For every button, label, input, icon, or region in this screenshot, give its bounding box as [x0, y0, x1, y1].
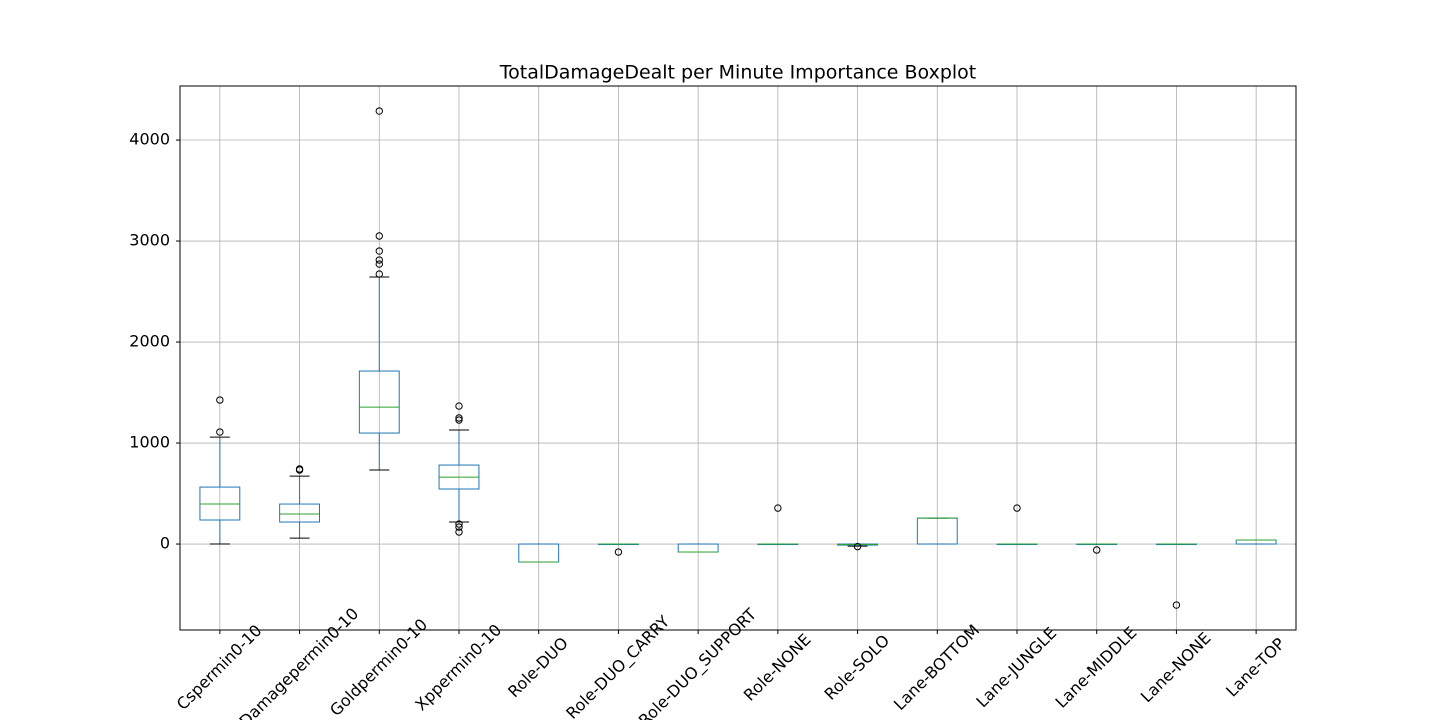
outlier: [455, 520, 463, 528]
x-tick-label: Xppermin0-10: [411, 620, 505, 714]
outlier: [455, 402, 463, 410]
outlier: [1013, 504, 1021, 512]
outlier: [1172, 601, 1181, 609]
outlier: [455, 523, 463, 531]
x-tick-label: Lane-NONE: [1137, 628, 1215, 706]
outlier: [375, 270, 383, 278]
x-tick-label: Role-DUO: [504, 633, 572, 701]
plot-frame: [179, 85, 1297, 631]
outlier: [614, 548, 623, 556]
outlier: [375, 247, 383, 255]
x-tick-label: Lane-BOTTOM: [890, 621, 983, 714]
outlier: [375, 256, 383, 264]
box: [199, 486, 241, 521]
box: [279, 503, 320, 523]
outlier: [455, 528, 463, 536]
y-tick-label: 4000: [129, 130, 170, 149]
x-tick-label: Lane-TOP: [1222, 634, 1289, 701]
x-tick-label: Lane-JUNGLE: [972, 623, 1060, 711]
y-tick-label: 1000: [129, 433, 170, 452]
x-tick-label: Role-NONE: [740, 630, 815, 705]
outlier: [774, 504, 782, 512]
y-tick-label: 2000: [129, 332, 170, 351]
outlier: [216, 428, 224, 436]
outlier: [375, 260, 383, 268]
outlier: [375, 232, 383, 240]
outlier: [295, 465, 304, 473]
chart-title: TotalDamageDealt per Minute Importance B…: [499, 62, 976, 84]
outlier: [455, 414, 463, 422]
outlier: [216, 396, 224, 404]
y-tick-label: 0: [160, 534, 170, 553]
x-tick-label: Lane-MIDDLE: [1052, 623, 1141, 712]
outlier: [1093, 546, 1101, 554]
outlier: [455, 416, 463, 424]
outlier: [853, 542, 862, 551]
y-tick-label: 3000: [129, 231, 170, 250]
box: [358, 370, 400, 434]
outlier: [375, 107, 383, 115]
x-tick-label: Role-SOLO: [820, 631, 893, 704]
